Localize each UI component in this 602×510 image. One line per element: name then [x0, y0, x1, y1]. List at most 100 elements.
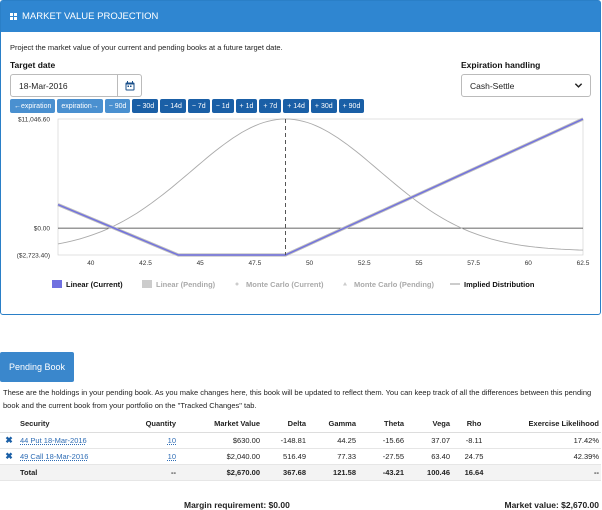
calendar-icon	[125, 80, 134, 90]
total-spacer	[0, 464, 18, 481]
pending-book-table: Security Quantity Market Value Delta Gam…	[0, 415, 601, 481]
column-header-rho: Rho	[452, 415, 496, 433]
minus-1d-button[interactable]: − 1d	[211, 99, 234, 113]
x-tick-label: 40	[87, 260, 95, 267]
market-value-cell: $2,040.00	[178, 448, 262, 465]
quantity-link[interactable]: 10	[167, 436, 176, 445]
minus-90d-button[interactable]: − 90d	[104, 99, 131, 113]
legend-swatch	[142, 280, 152, 288]
prev-expiration-button[interactable]: ←expiration	[10, 99, 56, 113]
market-value-projection-panel: MARKET VALUE PROJECTION	[0, 0, 601, 315]
gamma-cell: 44.25	[308, 432, 358, 449]
legend-label: Monte Carlo (Current)	[246, 280, 324, 289]
total-exercise-likelihood: --	[496, 464, 601, 481]
x-tick-label: 55	[415, 260, 423, 267]
security-link[interactable]: 49 Call 18-Mar-2016	[20, 452, 89, 461]
minus-30d-button[interactable]: − 30d	[132, 99, 159, 113]
plus-1d-button[interactable]: + 1d	[235, 99, 258, 113]
pending-book-button[interactable]: Pending Book	[0, 352, 74, 382]
next-expiration-button[interactable]: expiration→	[57, 99, 103, 113]
rho-cell: 24.75	[452, 448, 496, 465]
x-tick-label: 60	[525, 260, 533, 267]
security-cell: 44 Put 18-Mar-2016	[18, 432, 122, 449]
plus-7d-button[interactable]: + 7d	[259, 99, 282, 113]
margin-requirement: Margin requirement: $0.00	[184, 500, 290, 510]
minus-14d-button[interactable]: − 14d	[160, 99, 186, 113]
theta-cell: -27.55	[358, 448, 406, 465]
legend-label: Linear (Current)	[66, 280, 123, 289]
security-cell: 49 Call 18-Mar-2016	[18, 448, 122, 465]
y-tick-label: $11,046.60	[18, 117, 50, 124]
grid-icon	[10, 13, 17, 20]
quantity-cell: 10	[122, 432, 178, 449]
column-header-market-value: Market Value	[178, 415, 262, 433]
total-quantity: --	[122, 464, 178, 481]
total-rho: 16.64	[452, 464, 496, 481]
x-tick-label: 50	[306, 260, 314, 267]
close-icon: ✖	[5, 435, 13, 445]
date-step-buttons: ←expiration expiration→ − 90d − 30d − 14…	[10, 99, 365, 113]
legend-swatch	[235, 282, 239, 286]
total-vega: 100.46	[406, 464, 452, 481]
total-market-value: $2,670.00	[178, 464, 262, 481]
minus-7d-button[interactable]: − 7d	[187, 99, 210, 113]
column-header-delta: Delta	[262, 415, 308, 433]
remove-column-header	[0, 415, 18, 433]
exercise-likelihood-cell: 42.39%	[496, 448, 601, 465]
projection-description: Project the market value of your current…	[10, 43, 283, 52]
x-tick-label: 57.5	[467, 260, 480, 267]
remove-row-button[interactable]: ✖	[0, 432, 18, 449]
exercise-likelihood-cell: 17.42%	[496, 432, 601, 449]
delta-cell: 516.49	[262, 448, 308, 465]
total-delta: 367.68	[262, 464, 308, 481]
total-gamma: 121.58	[308, 464, 358, 481]
column-header-theta: Theta	[358, 415, 406, 433]
vega-cell: 63.40	[406, 448, 452, 465]
total-row: Total -- $2,670.00 367.68 121.58 -43.21 …	[0, 464, 601, 481]
panel-header: MARKET VALUE PROJECTION	[1, 1, 600, 32]
chevron-down-icon	[574, 83, 583, 88]
theta-cell: -15.66	[358, 432, 406, 449]
legend-label: Linear (Pending)	[156, 280, 216, 289]
legend-label: Implied Distribution	[464, 280, 535, 289]
panel-title: MARKET VALUE PROJECTION	[22, 11, 159, 22]
quantity-cell: 10	[122, 448, 178, 465]
total-label: Total	[18, 464, 122, 481]
table-row: ✖ 44 Put 18-Mar-2016 10 $630.00 -148.81 …	[0, 432, 601, 449]
implied-distribution-line	[57, 118, 584, 251]
calendar-button[interactable]	[118, 74, 142, 97]
market-value-total: Market value: $2,670.00	[504, 500, 599, 510]
column-header-vega: Vega	[406, 415, 452, 433]
expiration-handling-select[interactable]: Cash-Settle	[461, 74, 591, 97]
column-header-gamma: Gamma	[308, 415, 358, 433]
legend-swatch	[52, 280, 62, 288]
security-link[interactable]: 44 Put 18-Mar-2016	[20, 436, 87, 445]
linear-current-line	[57, 118, 584, 256]
rho-cell: -8.11	[452, 432, 496, 449]
plus-90d-button[interactable]: + 90d	[338, 99, 365, 113]
close-icon: ✖	[5, 451, 13, 461]
expiration-handling-value: Cash-Settle	[470, 81, 515, 91]
vega-cell: 37.07	[406, 432, 452, 449]
plus-30d-button[interactable]: + 30d	[310, 99, 337, 113]
plus-14d-button[interactable]: + 14d	[283, 99, 309, 113]
legend-label: Monte Carlo (Pending)	[354, 280, 434, 289]
y-tick-label: $0.00	[34, 226, 51, 233]
column-header-security: Security	[18, 415, 122, 433]
target-date-input[interactable]: 18-Mar-2016	[10, 74, 118, 97]
column-header-exercise-likelihood: Exercise Likelihood	[496, 415, 601, 433]
x-tick-label: 42.5	[139, 260, 152, 267]
x-tick-label: 62.5	[577, 260, 590, 267]
column-header-quantity: Quantity	[122, 415, 178, 433]
table-row: ✖ 49 Call 18-Mar-2016 10 $2,040.00 516.4…	[0, 448, 601, 465]
legend-swatch	[343, 282, 347, 286]
x-tick-label: 45	[197, 260, 205, 267]
y-tick-label: ($2,723.40)	[17, 253, 50, 260]
quantity-link[interactable]: 10	[167, 452, 176, 461]
x-tick-label: 52.5	[358, 260, 371, 267]
projection-chart[interactable]: $11,046.60 $0.00 ($2,723.40) 40 42.5 45 47.5 50…	[0, 114, 601, 314]
target-date-label: Target date	[10, 60, 56, 70]
total-theta: -43.21	[358, 464, 406, 481]
market-value-cell: $630.00	[178, 432, 262, 449]
remove-row-button[interactable]: ✖	[0, 448, 18, 465]
